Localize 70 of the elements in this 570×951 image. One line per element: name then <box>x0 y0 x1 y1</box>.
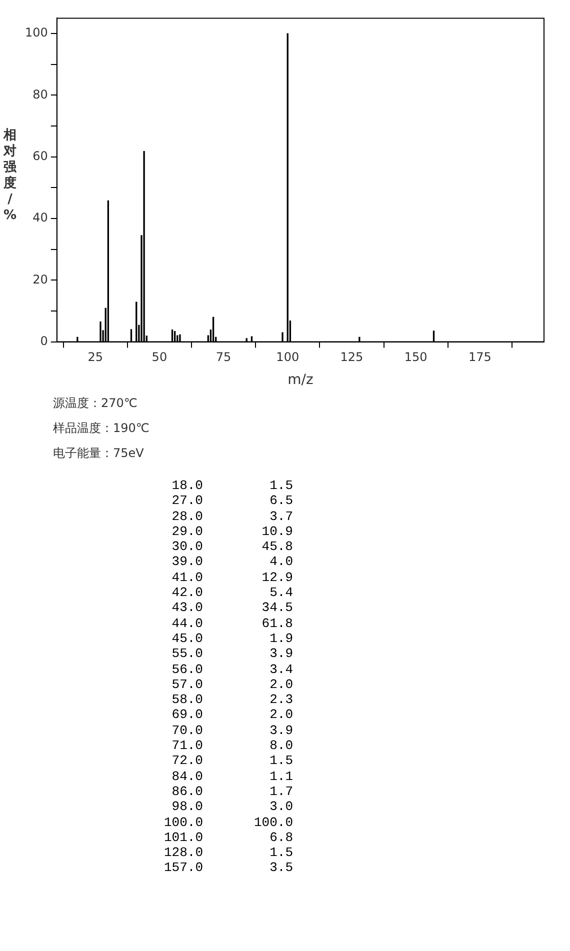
text: 100.0 <box>252 814 293 830</box>
x-tick-label: 125 <box>340 350 364 364</box>
text: 10.9 <box>260 524 293 540</box>
text: 70.0 <box>170 722 203 738</box>
text: 1.5 <box>268 845 293 860</box>
text: 34.5 <box>260 600 293 616</box>
text: 29.0 <box>170 524 203 540</box>
text: 44.0 <box>170 616 203 631</box>
x-tick-label: 100 <box>276 350 300 364</box>
text: 4.0 <box>268 554 293 570</box>
x-tick-label: 75 <box>216 350 232 364</box>
text: 100.0 <box>162 814 203 830</box>
x-tick-label: 25 <box>88 350 103 364</box>
text: 12.9 <box>260 570 293 586</box>
text: 84.0 <box>170 768 203 784</box>
text: 1.7 <box>268 784 293 800</box>
x-tick-label: 150 <box>404 350 428 364</box>
y-tick-label: 40 <box>32 210 48 225</box>
text: 2.0 <box>268 707 293 723</box>
text: 28.0 <box>170 508 203 524</box>
y-tick-label: 100 <box>25 26 48 40</box>
text: 69.0 <box>170 707 203 723</box>
x-axis-title: m/z <box>288 372 314 388</box>
text: 1.5 <box>268 753 293 769</box>
text: 5.4 <box>268 585 293 600</box>
text: 61.8 <box>260 616 293 631</box>
text: 2.0 <box>268 676 293 692</box>
x-tick-label: 50 <box>152 350 168 364</box>
text: 3.9 <box>268 722 293 738</box>
text: 3.5 <box>268 860 293 876</box>
text: 6.5 <box>268 493 293 509</box>
text: 72.0 <box>170 753 203 769</box>
text: 42.0 <box>170 585 203 600</box>
text: 18.0 <box>170 478 203 494</box>
text: 39.0 <box>170 554 203 570</box>
text: 3.9 <box>268 646 293 662</box>
text: 58.0 <box>170 692 203 708</box>
text: 45.0 <box>170 630 203 646</box>
text: 86.0 <box>170 784 203 800</box>
text: 8.0 <box>268 738 293 754</box>
y-tick-label: 0 <box>40 334 48 348</box>
text: 1.9 <box>268 630 293 646</box>
text: 41.0 <box>170 570 203 586</box>
text: 源温度：270℃ <box>53 395 138 412</box>
text: 3.7 <box>268 508 293 524</box>
y-axis-title: 相对强度/% <box>2 128 18 224</box>
text: 45.8 <box>260 539 293 554</box>
text: 98.0 <box>170 799 203 815</box>
text: 55.0 <box>170 646 203 662</box>
text: 6.8 <box>268 830 293 846</box>
text: 2.3 <box>268 692 293 708</box>
x-tick-label: 175 <box>468 350 492 364</box>
text: 157.0 <box>162 860 203 876</box>
text: 样品温度：190℃ <box>53 420 150 437</box>
text: 27.0 <box>170 493 203 509</box>
text: 电子能量：75eV <box>53 445 145 462</box>
y-tick-label: 80 <box>32 87 48 102</box>
y-tick-label: 60 <box>32 149 48 164</box>
text: 30.0 <box>170 539 203 554</box>
text: 101.0 <box>162 830 203 846</box>
text: 57.0 <box>170 676 203 692</box>
text: 1.1 <box>268 768 293 784</box>
text: 1.5 <box>268 478 293 494</box>
text: 3.4 <box>268 662 293 677</box>
text: 71.0 <box>170 738 203 754</box>
text: 56.0 <box>170 662 203 677</box>
text: 128.0 <box>162 845 203 860</box>
text: 3.0 <box>268 799 293 815</box>
y-tick-label: 20 <box>32 272 48 286</box>
text: 43.0 <box>170 600 203 616</box>
